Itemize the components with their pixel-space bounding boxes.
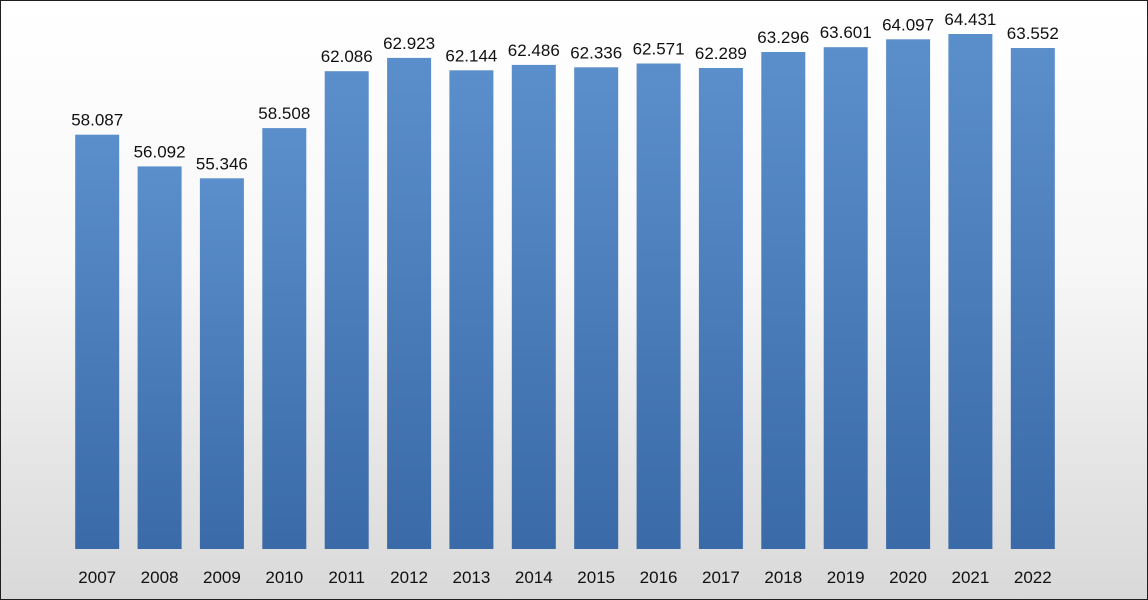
- bar-2008: [137, 166, 182, 549]
- bar-2019: [823, 47, 868, 549]
- value-label-2012: 62.923: [383, 34, 435, 53]
- bar-2012: [387, 57, 432, 550]
- value-label-2007: 58.087: [71, 111, 123, 130]
- x-tick-2016: 2016: [640, 568, 678, 587]
- value-label-2015: 62.336: [570, 43, 622, 62]
- x-tick-labels-group: 2007 2008 2009 2010 2011 2012 2013 2014 2015 2016…: [78, 568, 1051, 587]
- bar-2015: [574, 67, 619, 550]
- x-tick-2015: 2015: [577, 568, 615, 587]
- value-label-2021: 64.431: [944, 10, 996, 29]
- x-tick-2019: 2019: [827, 568, 865, 587]
- x-tick-2007: 2007: [78, 568, 116, 587]
- value-label-2017: 62.289: [695, 44, 747, 63]
- x-tick-2011: 2011: [328, 568, 365, 587]
- value-labels-group: 58.087 56.092 55.346 58.508 62.086 62.923 62.1…: [71, 10, 1059, 173]
- bar-2016: [636, 63, 681, 549]
- x-tick-2009: 2009: [203, 568, 241, 587]
- bar-2014: [511, 64, 556, 550]
- bar-2009: [199, 178, 244, 550]
- value-label-2008: 56.092: [134, 142, 186, 161]
- value-label-2011: 62.086: [321, 47, 373, 66]
- bar-2022: [1010, 48, 1055, 549]
- value-label-2010: 58.508: [258, 104, 310, 123]
- x-tick-2014: 2014: [515, 568, 553, 587]
- bar-2017: [698, 68, 743, 549]
- value-label-2020: 64.097: [882, 15, 934, 34]
- x-tick-2010: 2010: [265, 568, 303, 587]
- bar-2021: [948, 34, 993, 549]
- value-label-2019: 63.601: [820, 23, 872, 42]
- x-tick-2012: 2012: [390, 568, 428, 587]
- bar-2020: [886, 39, 931, 550]
- x-tick-2018: 2018: [764, 568, 802, 587]
- bar-2011: [324, 71, 369, 549]
- value-label-2013: 62.144: [445, 46, 497, 65]
- value-label-2014: 62.486: [508, 41, 560, 60]
- bar-2007: [75, 134, 120, 549]
- x-tick-2017: 2017: [702, 568, 740, 587]
- value-label-2009: 55.346: [196, 154, 248, 173]
- x-tick-2021: 2021: [951, 568, 989, 587]
- bar-2010: [262, 128, 307, 549]
- value-label-2016: 62.571: [633, 40, 685, 59]
- x-tick-2022: 2022: [1014, 568, 1052, 587]
- x-tick-2020: 2020: [889, 568, 927, 587]
- value-label-2022: 63.552: [1007, 24, 1059, 43]
- value-label-2018: 63.296: [757, 28, 809, 47]
- bar-2018: [761, 52, 806, 549]
- x-tick-2013: 2013: [452, 568, 490, 587]
- x-tick-2008: 2008: [141, 568, 179, 587]
- bar-2013: [449, 70, 494, 550]
- bars-group: [75, 34, 1055, 550]
